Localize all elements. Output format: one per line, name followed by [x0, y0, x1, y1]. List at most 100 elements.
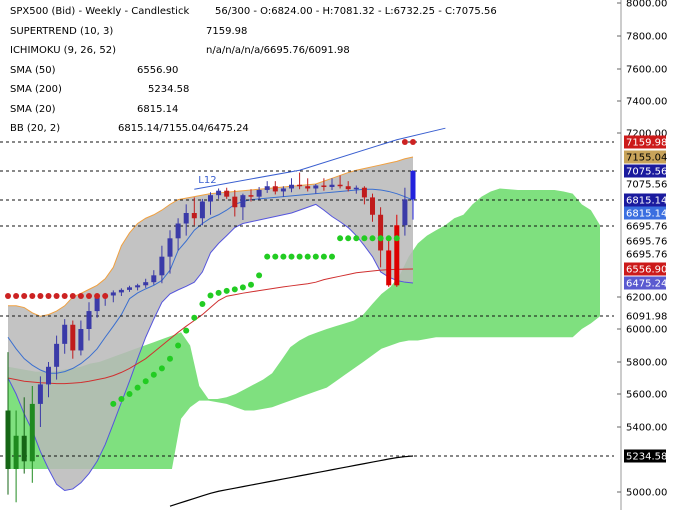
candle-body — [143, 282, 149, 286]
price-badge-label: 6815.14 — [626, 209, 667, 220]
y-tick-label: 5600.00 — [626, 390, 667, 401]
price-badge — [624, 276, 666, 290]
supertrend-dot — [142, 378, 149, 385]
price-badge-label: 6695.76 — [626, 237, 667, 248]
price-badge — [624, 262, 666, 276]
price-badge-label: 6091.98 — [626, 312, 667, 323]
supertrend-dot — [256, 272, 263, 279]
candle-body — [264, 186, 270, 190]
supertrend-dot — [207, 292, 214, 299]
candle-body — [191, 213, 197, 219]
supertrend-dot — [353, 235, 360, 242]
y-tick-label: 6200.00 — [626, 293, 667, 304]
candle-body — [70, 324, 76, 351]
supertrend-dot — [45, 292, 52, 299]
candle-body — [21, 435, 27, 462]
supertrend-dot — [304, 253, 311, 260]
supertrend-dot — [329, 253, 335, 260]
trendline-label: L12 — [198, 175, 216, 186]
supertrend-dot — [134, 384, 141, 391]
supertrend-dot — [5, 292, 11, 299]
supertrend-dot — [94, 292, 101, 299]
supertrend-dot — [183, 327, 190, 334]
candle-body — [232, 196, 238, 208]
indicator-value: 6556.90 — [137, 64, 179, 76]
supertrend-dot — [410, 139, 416, 145]
indicator-name: SMA (200) — [10, 84, 62, 95]
candle-body — [361, 187, 367, 198]
supertrend-dot — [29, 292, 36, 299]
candle-body — [199, 201, 205, 219]
supertrend-dot — [345, 235, 352, 242]
sma200-line — [169, 455, 414, 507]
price-badges: 7159.98 7155.04 7075.56 7075.56 6815.14 6815.… — [624, 135, 667, 463]
candle-body — [183, 213, 189, 224]
price-badge-label: 7159.98 — [626, 138, 667, 149]
candle-body — [127, 287, 132, 290]
supertrend-dot — [239, 284, 246, 291]
supertrend-dot — [158, 365, 165, 372]
candle-body — [329, 184, 335, 187]
supertrend-dot — [86, 292, 92, 299]
trendline — [194, 127, 446, 190]
candle-body — [216, 190, 222, 196]
indicator-name: ICHIMOKU (9, 26, 52) — [10, 45, 117, 56]
candle-body — [46, 366, 51, 385]
candle-body — [94, 297, 100, 312]
candle-body — [321, 185, 327, 187]
supertrend-dot — [150, 371, 157, 378]
y-tick-label: 7800.00 — [626, 32, 667, 43]
supertrend-dot — [264, 253, 271, 260]
candle-body — [86, 311, 92, 329]
candle-body — [78, 329, 84, 351]
price-badge-label: 6475.24 — [626, 279, 667, 290]
bb-lower-line — [7, 203, 414, 491]
y-tick-label: 5800.00 — [626, 358, 667, 369]
supertrend-dot — [77, 292, 84, 299]
supertrend-dot — [296, 253, 303, 260]
candle-body — [402, 199, 408, 226]
supertrend-dot — [167, 355, 173, 362]
supertrend-dot — [312, 253, 319, 260]
supertrend-dots — [5, 139, 416, 407]
supertrend-dot — [53, 292, 60, 299]
indicator-name: SMA (20) — [10, 103, 56, 115]
candle-body — [167, 238, 173, 257]
candle-body — [175, 223, 181, 239]
candle-body — [240, 195, 246, 208]
supertrend-dot — [369, 235, 376, 242]
price-badge-label: 6815.14 — [626, 196, 667, 207]
supertrend-dot — [69, 292, 76, 299]
candle-body — [37, 384, 43, 404]
indicator-value: 6815.14 — [137, 103, 179, 115]
price-badge-label: 6695.76 — [626, 250, 667, 261]
price-lines — [0, 141, 614, 457]
candle-body — [13, 435, 19, 469]
y-tick-label: 5000.00 — [626, 488, 667, 499]
trendline-layer: L12 — [194, 127, 446, 190]
candle-body — [151, 275, 157, 283]
supertrend-dot — [126, 391, 133, 397]
price-badge-label: 5234.58 — [626, 452, 667, 463]
candle-body — [394, 225, 400, 286]
price-badge — [624, 164, 666, 178]
ichimoku-cloud — [8, 188, 600, 469]
candle-body — [378, 214, 384, 251]
supertrend-dot — [248, 281, 254, 288]
supertrend-dot — [223, 287, 230, 294]
candle-body — [224, 190, 230, 197]
indicator-name: SUPERTREND (10, 3) — [10, 25, 114, 37]
supertrend-dot — [401, 139, 408, 145]
price-axis: 8000.00 7800.00 7600.00 7400.00 7200.00 6200.… — [617, 0, 667, 510]
candle-body — [29, 403, 35, 462]
indicator-value: 6815.14/7155.04/6475.24 — [118, 123, 249, 134]
supertrend-dot — [13, 292, 20, 299]
y-tick-label: 7200.00 — [626, 129, 667, 140]
price-badge-label: 7075.56 — [626, 180, 667, 191]
supertrend-dot — [191, 314, 198, 321]
candle-body — [272, 186, 278, 192]
supertrend-dot — [231, 286, 238, 293]
price-badge — [624, 449, 666, 463]
